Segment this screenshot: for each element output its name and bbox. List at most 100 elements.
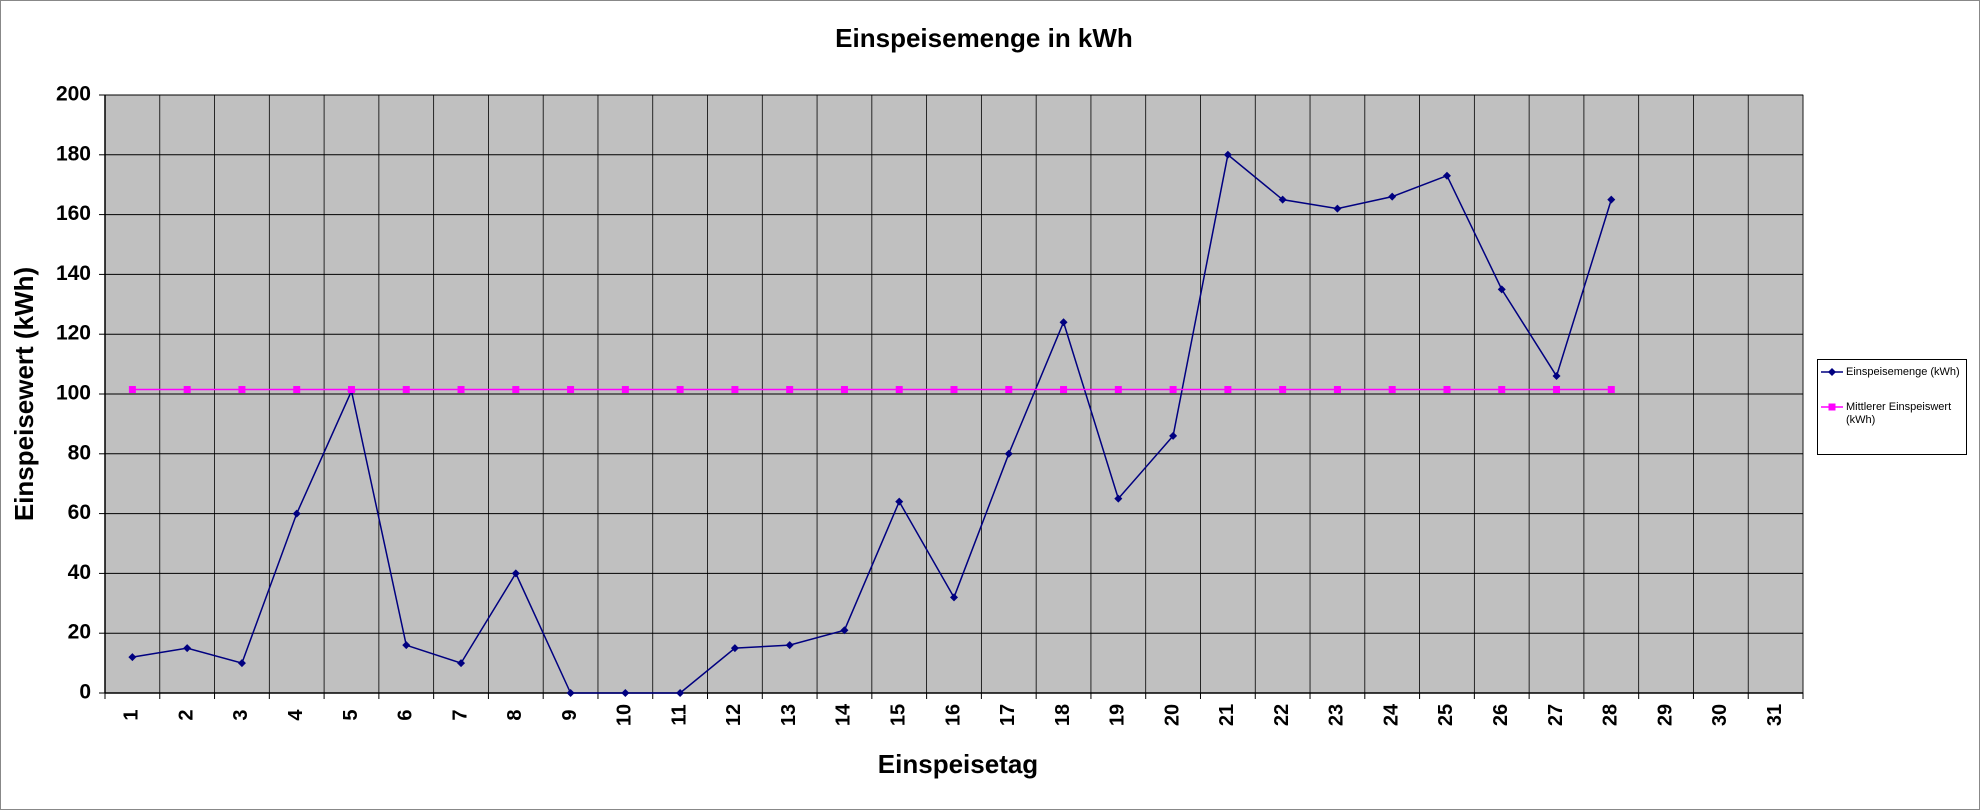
point <box>1388 386 1396 394</box>
point <box>950 593 958 602</box>
series-line <box>132 153 1613 694</box>
point <box>1553 386 1561 394</box>
point <box>1443 386 1451 394</box>
point <box>402 641 411 650</box>
legend-marker <box>1828 368 1836 376</box>
x-tick-label: 18 <box>1052 704 1074 726</box>
point <box>1497 285 1506 294</box>
x-tick-label: 28 <box>1600 704 1622 726</box>
point <box>950 386 958 394</box>
point <box>676 386 684 394</box>
point <box>1388 192 1397 201</box>
point <box>1169 386 1177 394</box>
point <box>1607 195 1616 204</box>
x-axis-label: Einspeisetag <box>878 749 1038 779</box>
y-tick-label: 60 <box>68 501 91 524</box>
point <box>621 689 630 697</box>
point <box>237 659 246 668</box>
y-tick-label: 40 <box>68 561 91 584</box>
y-tick-label: 120 <box>56 322 91 345</box>
point <box>567 386 575 394</box>
point <box>1607 386 1615 394</box>
point <box>183 386 191 394</box>
y-tick-label: 20 <box>68 621 91 644</box>
x-tick-label: 14 <box>833 703 855 726</box>
point <box>1278 195 1287 204</box>
point <box>128 653 137 662</box>
x-tick-label: 15 <box>888 704 910 726</box>
point <box>676 689 685 697</box>
point <box>1060 386 1068 394</box>
legend-item: Einspeisemenge (kWh) <box>1821 366 1963 379</box>
x-tick-label: 31 <box>1764 704 1786 726</box>
x-tick-label: 10 <box>614 704 636 726</box>
chart-title: Einspeisemenge in kWh <box>835 23 1133 53</box>
point <box>1333 204 1342 213</box>
point <box>238 386 246 394</box>
point <box>183 644 192 653</box>
legend-swatch <box>1821 368 1843 376</box>
point <box>292 509 301 518</box>
x-tick-label: 22 <box>1271 704 1293 726</box>
point <box>347 386 355 394</box>
legend: Einspeisemenge (kWh) Mittlerer Einspeiswe… <box>1817 359 1967 455</box>
x-tick-label: 24 <box>1380 703 1402 726</box>
point <box>895 386 903 394</box>
y-tick-label: 0 <box>79 681 91 704</box>
point <box>511 569 520 578</box>
point <box>1224 386 1232 394</box>
point <box>293 386 301 394</box>
x-tick-label: 25 <box>1435 704 1457 726</box>
y-tick-label: 100 <box>56 382 91 405</box>
point <box>840 386 848 394</box>
point <box>128 386 136 394</box>
point <box>1059 318 1068 327</box>
x-tick-label: 21 <box>1216 704 1238 726</box>
point <box>1223 150 1232 159</box>
point <box>402 386 410 394</box>
point <box>1498 386 1506 394</box>
x-tick-label: 2 <box>175 709 197 720</box>
x-tick-label: 5 <box>340 709 362 720</box>
point <box>1279 386 1287 394</box>
point <box>1005 386 1013 394</box>
point <box>457 659 466 668</box>
point <box>840 626 849 635</box>
point <box>785 641 794 650</box>
point <box>1333 386 1341 394</box>
legend-swatch <box>1821 403 1843 411</box>
point <box>1552 372 1561 381</box>
legend-label: Einspeisemenge (kWh) <box>1846 366 1960 378</box>
point <box>566 689 575 697</box>
x-tick-label: 16 <box>942 704 964 726</box>
point <box>1114 494 1123 503</box>
y-tick-label: 80 <box>68 441 91 464</box>
x-tick-label: 8 <box>504 709 526 720</box>
x-tick-label: 29 <box>1654 704 1676 726</box>
y-tick-label: 160 <box>56 202 91 225</box>
y-tick-label: 200 <box>56 83 91 106</box>
x-tick-label: 20 <box>1161 704 1183 726</box>
y-tick-label: 180 <box>56 142 91 165</box>
legend-label: Mittlerer Einspeiswert (kWh) <box>1846 401 1952 426</box>
point <box>1004 449 1013 458</box>
y-tick-label: 140 <box>56 262 91 285</box>
legend-marker <box>1828 403 1836 411</box>
x-tick-label: 26 <box>1490 704 1512 726</box>
x-tick-label: 17 <box>997 704 1019 726</box>
point <box>731 386 739 394</box>
point <box>1114 386 1122 394</box>
x-tick-label: 3 <box>230 709 252 720</box>
point <box>457 386 465 394</box>
point <box>895 497 904 506</box>
x-tick-label: 4 <box>285 709 307 721</box>
x-tick-label: 19 <box>1107 704 1129 726</box>
x-tick-label: 13 <box>778 704 800 726</box>
x-tick-label: 30 <box>1709 704 1731 726</box>
point <box>621 386 629 394</box>
y-axis-label: Einspeisewert (kWh) <box>9 267 39 521</box>
point <box>786 386 794 394</box>
x-tick-label: 6 <box>395 709 417 720</box>
point <box>1442 171 1451 180</box>
